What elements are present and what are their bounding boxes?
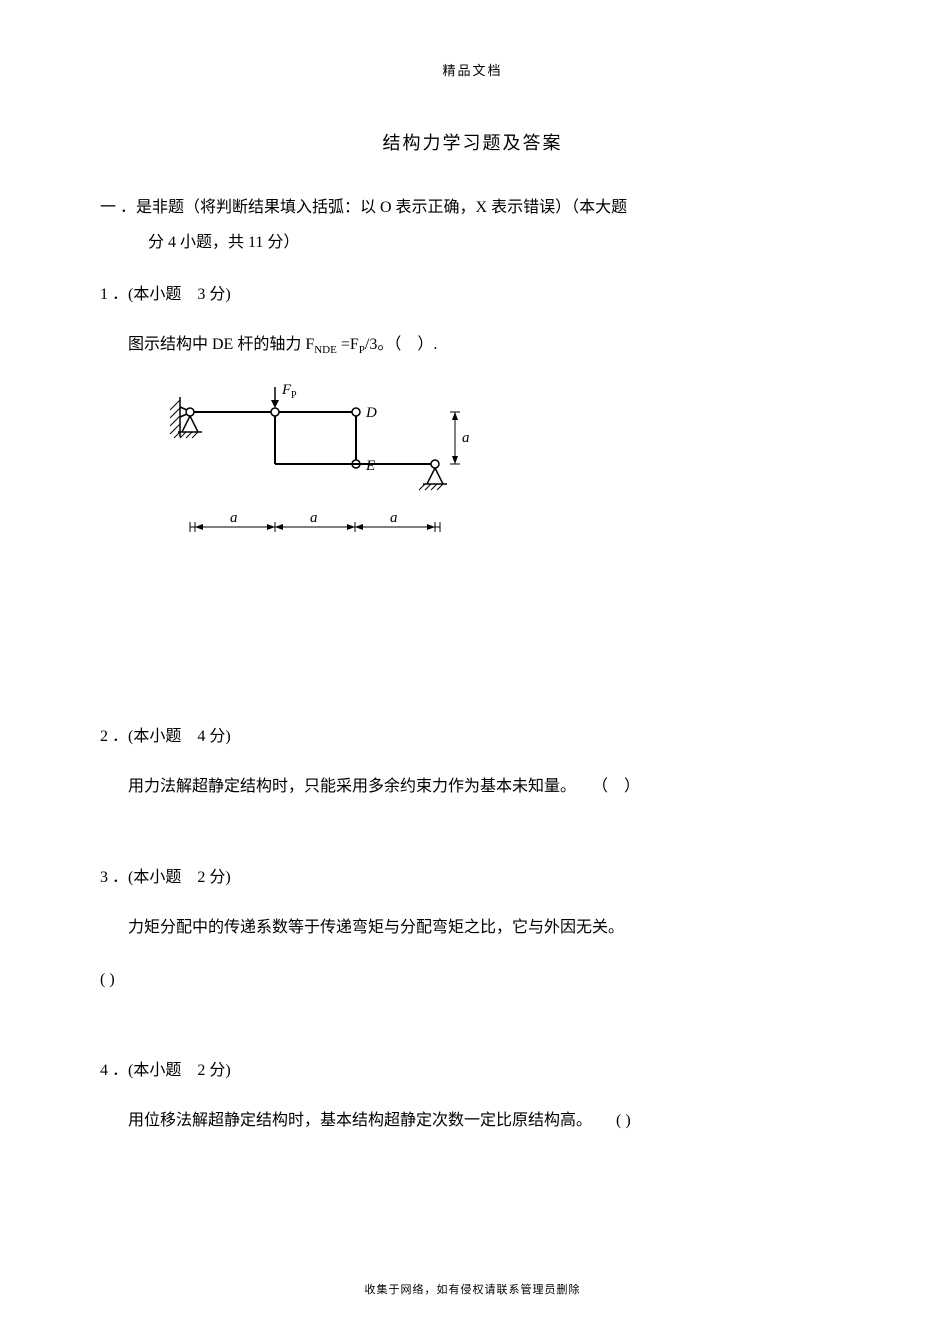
svg-text:P: P	[291, 390, 297, 401]
q3-number: 3 ．(本小题 2 分)	[100, 863, 845, 887]
q3-body: 力矩分配中的传递系数等于传递弯矩与分配弯矩之比，它与外因无关。	[100, 912, 845, 944]
force-arrow: F P	[271, 382, 297, 408]
section-1-line2: 分 4 小题，共 11 分）	[100, 225, 845, 260]
dim-bottom: a a a	[190, 510, 440, 532]
q1-body: 图示结构中 DE 杆的轴力 FNDE =FP/3。（ ）.	[100, 329, 845, 361]
q3-body2: ( )	[100, 964, 845, 996]
hinge-fp	[271, 408, 279, 416]
svg-text:a: a	[390, 510, 398, 526]
label-e: E	[365, 458, 375, 474]
q1-diagram: F P D E	[160, 382, 480, 572]
svg-text:a: a	[462, 430, 470, 446]
footer: 收集于网络，如有侵权请联系管理员删除	[0, 1281, 945, 1297]
page-title: 结构力学习题及答案	[100, 129, 845, 155]
q1-sub1: NDE	[314, 345, 337, 357]
q2-number: 2 ．(本小题 4 分)	[100, 722, 845, 746]
q1-suffix: /3。（ ）.	[365, 336, 437, 353]
header-label: 精品文档	[100, 60, 845, 79]
q4-body: 用位移法解超静定结构时，基本结构超静定次数一定比原结构高。 ( )	[100, 1105, 845, 1137]
q1-number: 1 ．(本小题 3 分)	[100, 280, 845, 304]
q1-prefix: 图示结构中 DE 杆的轴力 F	[128, 336, 314, 353]
left-pin-support	[174, 416, 202, 438]
hinge-right	[431, 460, 439, 468]
node-d	[352, 408, 360, 416]
hinge-left	[186, 408, 194, 416]
svg-text:a: a	[310, 510, 318, 526]
right-pin-support	[419, 468, 447, 490]
section-1-header: 一 ．是非题（将判断结果填入括弧：以 O 表示正确，X 表示错误）（本大题 分 …	[100, 190, 845, 260]
structural-diagram-svg: F P D E	[160, 382, 480, 572]
q2-body: 用力法解超静定结构时，只能采用多余约束力作为基本未知量。 （ ）	[100, 771, 845, 803]
q1-mid: =F	[337, 336, 359, 353]
q4-number: 4 ．(本小题 2 分)	[100, 1056, 845, 1080]
section-1-line1: 一 ．是非题（将判断结果填入括弧：以 O 表示正确，X 表示错误）（本大题	[100, 190, 845, 225]
left-fixed-support	[170, 397, 180, 437]
svg-text:a: a	[230, 510, 238, 526]
label-d: D	[365, 405, 377, 421]
dim-a-vertical: a	[450, 412, 470, 464]
